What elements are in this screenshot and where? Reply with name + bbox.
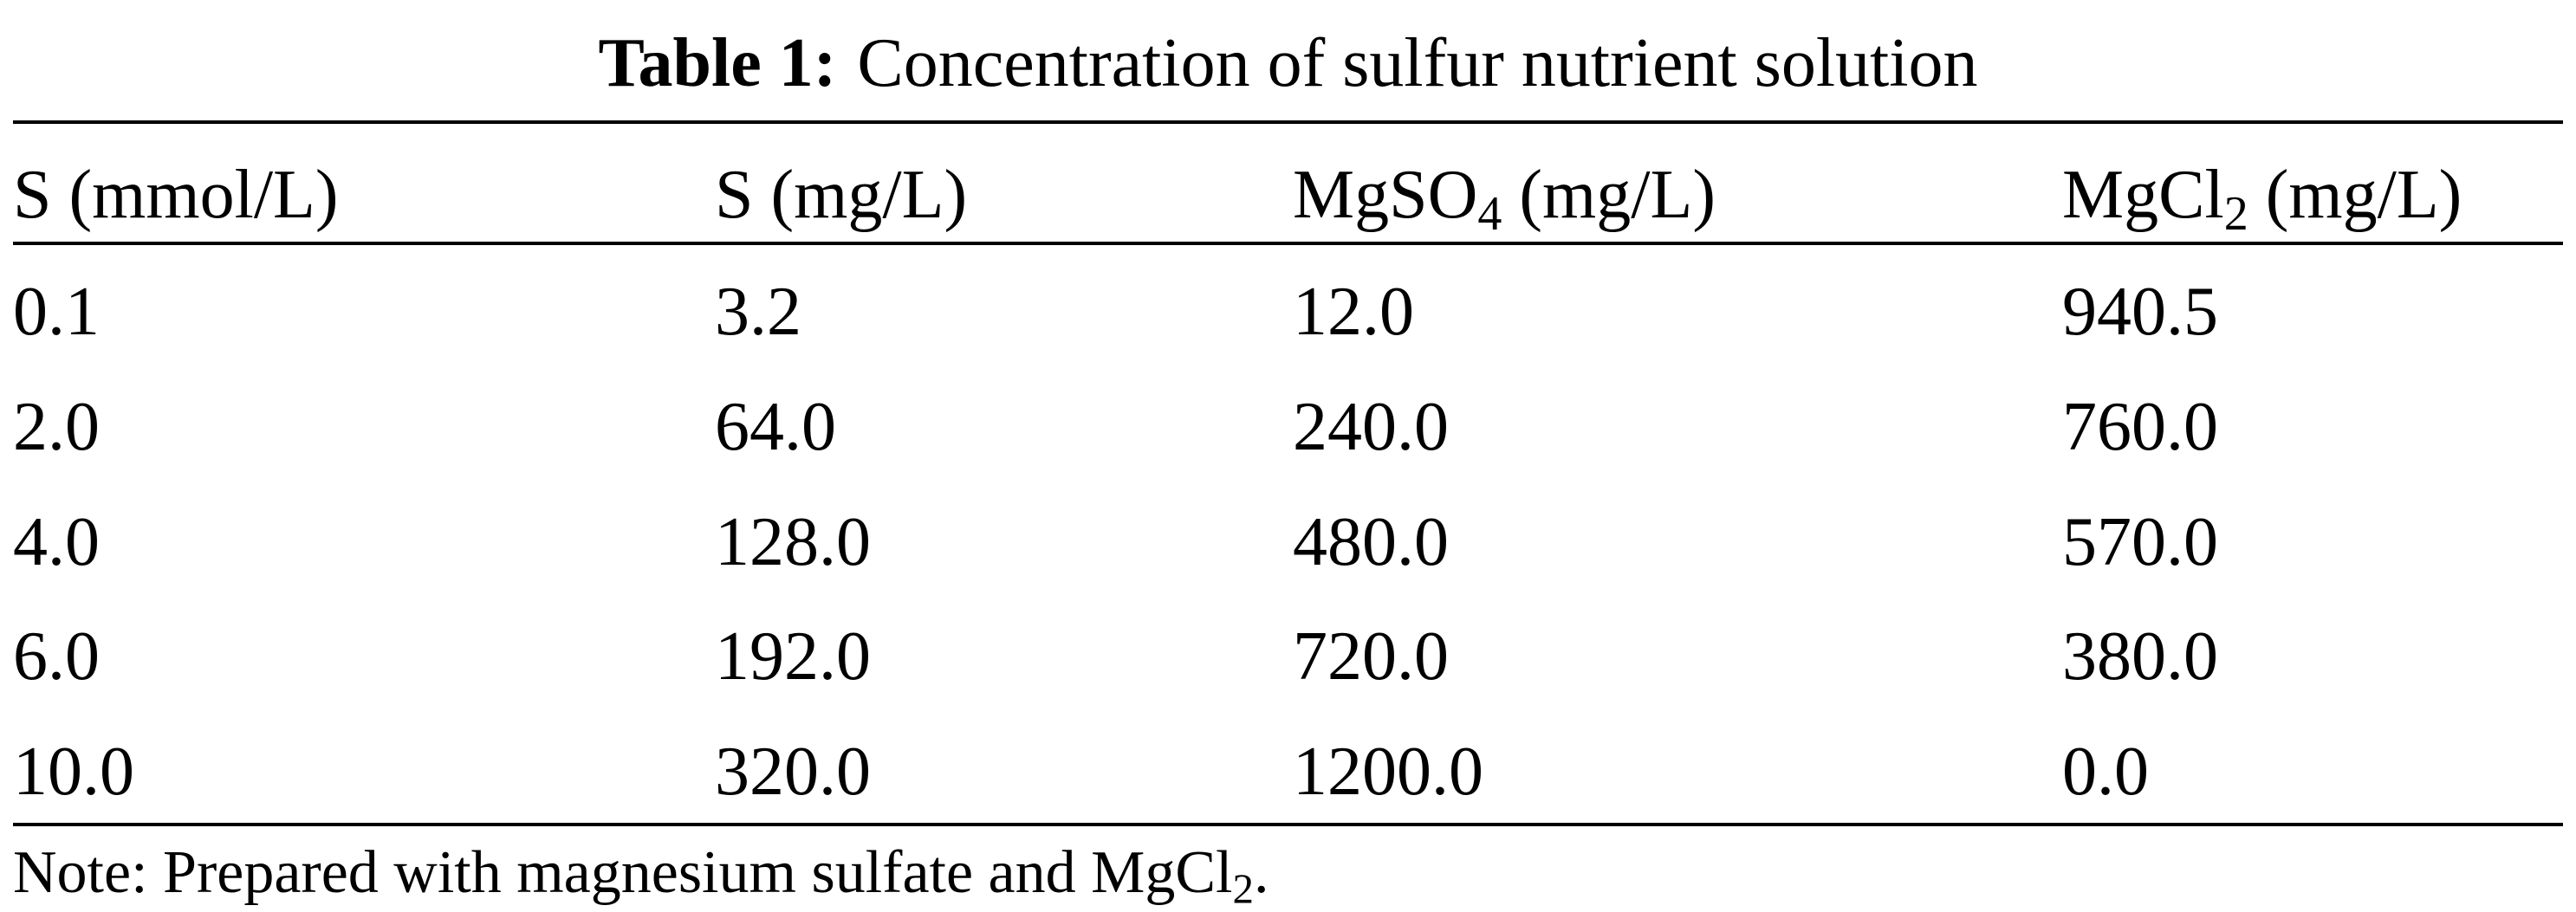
header-subscript: 2 (2223, 187, 2248, 241)
table-cell: 240.0 (1293, 389, 1449, 465)
table-cell: 3.2 (715, 274, 801, 350)
caption-title: Concentration of sulfur nutrient solutio… (857, 25, 1978, 101)
note-text: Note: Prepared with magnesium sulfate an… (13, 839, 1233, 906)
table-cell: 2.0 (13, 389, 100, 465)
table-cell: 192.0 (715, 618, 871, 695)
table-cell: 128.0 (715, 504, 871, 580)
bottom-rule (13, 823, 2563, 826)
header-cell: S (mg/L) (715, 156, 967, 234)
table-cell: 6.0 (13, 618, 100, 695)
table-cell: 320.0 (715, 734, 871, 810)
table-cell: 720.0 (1293, 618, 1449, 695)
table-cell: 1200.0 (1293, 734, 1483, 810)
top-rule (13, 120, 2563, 124)
header-cell: MgCl2 (mg/L) (2062, 156, 2462, 238)
table-cell: 0.0 (2062, 734, 2149, 810)
header-cell: S (mmol/L) (13, 156, 339, 234)
table-note: Note: Prepared with magnesium sulfate an… (13, 838, 1269, 909)
header-cell: MgSO4 (mg/L) (1293, 156, 1716, 238)
table-cell: 570.0 (2062, 504, 2218, 580)
table-cell: 12.0 (1293, 274, 1414, 350)
table-cell: 64.0 (715, 389, 836, 465)
table-caption: Table 1: Concentration of sulfur nutrient… (0, 24, 2576, 102)
header-rule (13, 242, 2563, 245)
header-text: MgCl (2062, 157, 2224, 233)
header-text: MgSO (1293, 157, 1478, 233)
table-cell: 380.0 (2062, 618, 2218, 695)
header-text: S (mmol/L) (13, 157, 339, 233)
header-text-end: (mg/L) (1502, 157, 1716, 233)
caption-label: Table 1: (598, 25, 837, 101)
header-text-end: (mg/L) (2248, 157, 2462, 233)
header-subscript: 4 (1477, 187, 1502, 241)
table-cell: 760.0 (2062, 389, 2218, 465)
table-cell: 4.0 (13, 504, 100, 580)
table-cell: 0.1 (13, 274, 100, 350)
header-text: S (mg/L) (715, 157, 968, 233)
note-subscript: 2 (1232, 864, 1255, 912)
table-cell: 480.0 (1293, 504, 1449, 580)
table-cell: 940.5 (2062, 274, 2218, 350)
table-cell: 10.0 (13, 734, 134, 810)
note-text-end: . (1254, 839, 1269, 906)
